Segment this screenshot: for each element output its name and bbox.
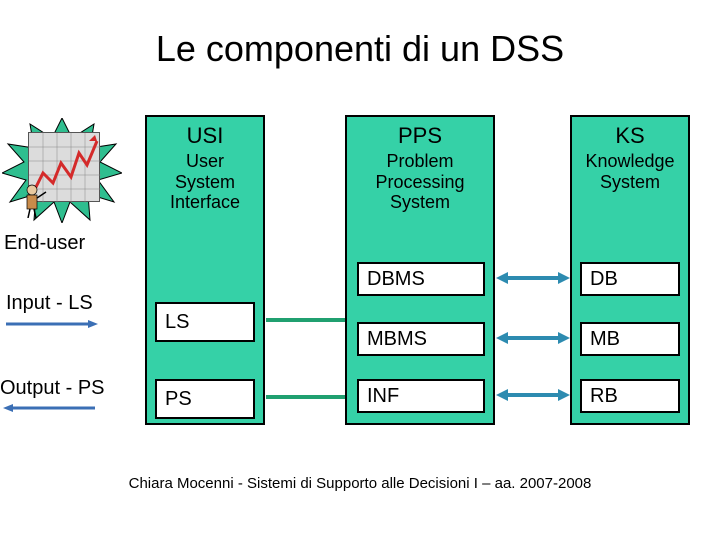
connector-ls-pps xyxy=(266,316,345,324)
ks-header: KS Knowledge System xyxy=(572,117,688,192)
usi-acronym: USI xyxy=(147,123,263,149)
pps-box-inf: INF xyxy=(357,379,485,413)
page-title: Le componenti di un DSS xyxy=(0,28,720,70)
input-arrow-icon xyxy=(6,320,98,328)
pps-box-mbms: MBMS xyxy=(357,322,485,356)
usi-fullname: User System Interface xyxy=(147,151,263,213)
pps-fullname: Problem Processing System xyxy=(347,151,493,213)
usi-box-ls: LS xyxy=(155,302,255,342)
pps-box-dbms: DBMS xyxy=(357,262,485,296)
pps-acronym: PPS xyxy=(347,123,493,149)
footer-text: Chiara Mocenni - Sistemi di Supporto all… xyxy=(80,475,640,492)
pps-header: PPS Problem Processing System xyxy=(347,117,493,213)
usi-box-ps: PS xyxy=(155,379,255,419)
connector-mbms-mb xyxy=(496,330,570,346)
ks-fullname: Knowledge System xyxy=(572,151,688,192)
output-label: Output - PS xyxy=(0,377,105,400)
ks-box-mb: MB xyxy=(580,322,680,356)
ks-box-rb: RB xyxy=(580,379,680,413)
column-pps: PPS Problem Processing System DBMS MBMS … xyxy=(345,115,495,425)
usi-header: USI User System Interface xyxy=(147,117,263,213)
ks-acronym: KS xyxy=(572,123,688,149)
connector-dbms-db xyxy=(496,270,570,286)
end-user-label: End-user xyxy=(4,232,85,255)
column-ks: KS Knowledge System DB MB RB xyxy=(570,115,690,425)
connector-inf-rb xyxy=(496,387,570,403)
connector-ps-pps xyxy=(266,393,345,401)
person-icon xyxy=(22,184,48,218)
input-label: Input - LS xyxy=(6,292,93,315)
ks-box-db: DB xyxy=(580,262,680,296)
output-arrow-icon xyxy=(3,404,95,412)
column-usi: USI User System Interface LS PS xyxy=(145,115,265,425)
